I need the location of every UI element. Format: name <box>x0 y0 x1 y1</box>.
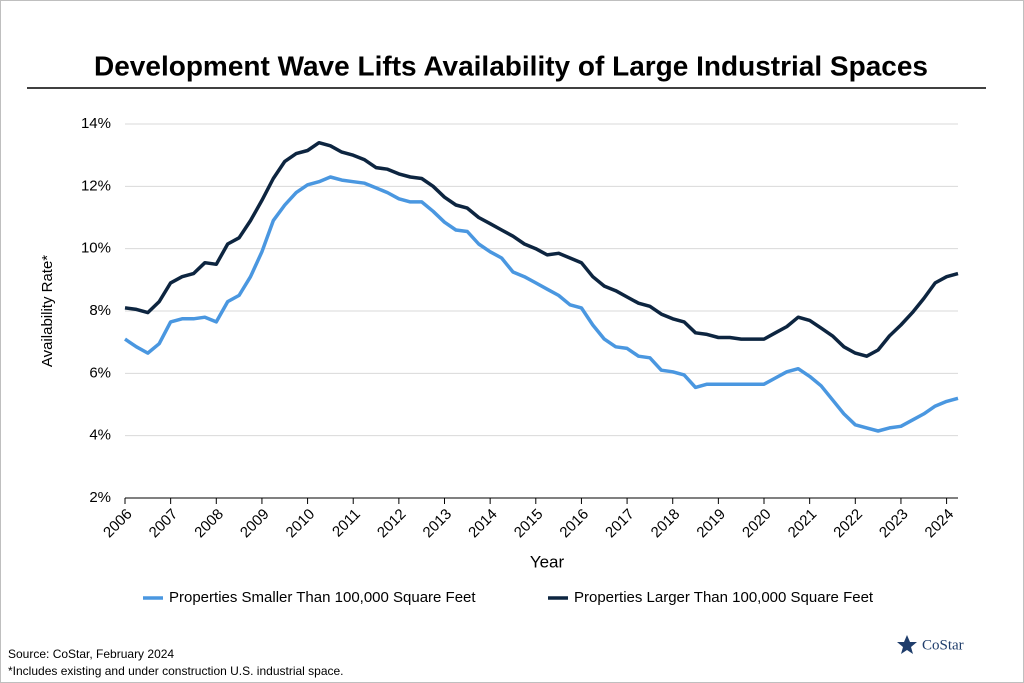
series-line <box>124 175 959 433</box>
y-tick-label: 2% <box>89 489 111 506</box>
logo-text: CoStar <box>922 637 964 653</box>
legend-label: Properties Larger Than 100,000 Square Fe… <box>574 589 874 606</box>
footnote: *Includes existing and under constructio… <box>8 664 344 678</box>
y-tick-label: 10% <box>81 240 111 257</box>
legend-item: Properties Smaller Than 100,000 Square F… <box>143 589 476 606</box>
y-tick-label: 6% <box>89 364 111 381</box>
y-tick-label: 14% <box>81 115 111 132</box>
x-axis-title: Year <box>530 552 565 571</box>
y-tick-label: 8% <box>89 302 111 319</box>
source-note: Source: CoStar, February 2024 <box>8 647 174 661</box>
logo-mark <box>897 635 917 654</box>
chart-title: Development Wave Lifts Availability of L… <box>94 50 928 81</box>
series-line <box>124 140 959 358</box>
legend-item: Properties Larger Than 100,000 Square Fe… <box>548 589 874 606</box>
y-tick-label: 12% <box>81 177 111 194</box>
y-tick-label: 4% <box>89 427 111 444</box>
logo: CoStar <box>897 635 964 654</box>
legend-label: Properties Smaller Than 100,000 Square F… <box>169 589 476 606</box>
y-axis-title: Availability Rate* <box>39 255 56 367</box>
